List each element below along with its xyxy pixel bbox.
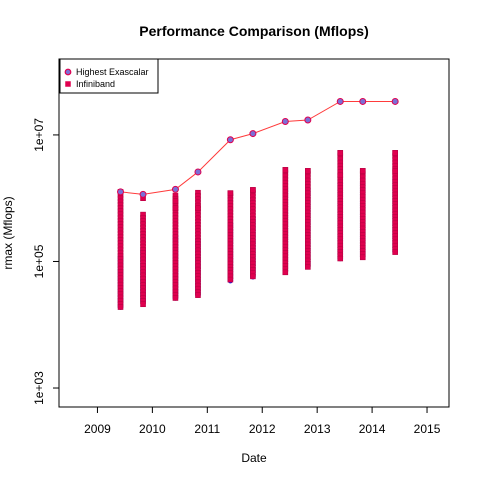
infiniband-point [117, 304, 124, 310]
infiniband-point [359, 254, 366, 261]
legend-label-highest-exascalar: Highest Exascalar [76, 67, 149, 77]
highest-exascalar-point [117, 188, 125, 196]
infiniband-point [227, 190, 234, 196]
x-tick-label: 2013 [304, 422, 331, 436]
legend: Highest Exascalar Infiniband [59, 58, 159, 94]
legend-label-infiniband: Infiniband [76, 79, 115, 89]
infiniband-point [282, 269, 289, 276]
x-tick-label: 2010 [139, 422, 166, 436]
infiniband-point [337, 150, 344, 156]
plot-frame [58, 58, 450, 408]
highest-exascalar-point [304, 116, 312, 124]
plot-area: 2009 2010 2011 2012 2013 2014 2015 1e+03 1e+05 1e… [32, 58, 450, 436]
legend-marker-highest-exascalar [64, 68, 72, 76]
highest-exascalar-point [391, 97, 399, 105]
infiniband-point [359, 168, 366, 174]
infiniband-point [392, 249, 398, 255]
infiniband-point [195, 205, 201, 211]
infiniband-point [140, 301, 146, 308]
y-tick-label: 1e+03 [32, 371, 46, 405]
highest-exascalar-point [226, 136, 234, 144]
infiniband-point [282, 167, 289, 173]
highest-exascalar-point [359, 97, 367, 105]
y-axis-label: rmax (Mflops) [1, 196, 15, 269]
infiniband-point [305, 264, 311, 270]
x-tick-label: 2015 [414, 422, 441, 436]
infiniband-point [195, 292, 201, 298]
chart-title: Performance Comparison (Mflops) [139, 23, 368, 39]
x-tick-label: 2009 [84, 422, 111, 436]
infiniband-point [305, 168, 311, 174]
x-tick-label: 2012 [249, 422, 276, 436]
infiniband-point [172, 198, 179, 204]
infiniband-point [250, 273, 256, 280]
infiniband-point [392, 150, 398, 156]
highest-exascalar-point [249, 130, 257, 138]
highest-exascalar-point [194, 168, 202, 176]
x-axis-label: Date [241, 451, 267, 465]
x-tick-label: 2011 [194, 422, 220, 436]
legend-marker-infiniband [65, 81, 71, 87]
highest-exascalar-point [139, 190, 147, 198]
highest-exascalar-point [281, 118, 289, 126]
highest-exascalar-point [171, 185, 179, 193]
infiniband-point [392, 168, 398, 174]
legend-box [59, 58, 159, 94]
infiniband-point [337, 172, 344, 179]
infiniband-point [250, 187, 256, 193]
x-tick-label: 2014 [359, 422, 386, 436]
infiniband-point [172, 205, 179, 211]
infiniband-point [172, 295, 179, 301]
infiniband-point [227, 276, 234, 283]
y-tick-label: 1e+05 [32, 244, 46, 278]
infiniband-systems [117, 150, 398, 310]
y-tick-label: 1e+07 [32, 118, 46, 152]
infiniband-point [337, 255, 344, 262]
highest-exascalar-point [336, 97, 344, 105]
